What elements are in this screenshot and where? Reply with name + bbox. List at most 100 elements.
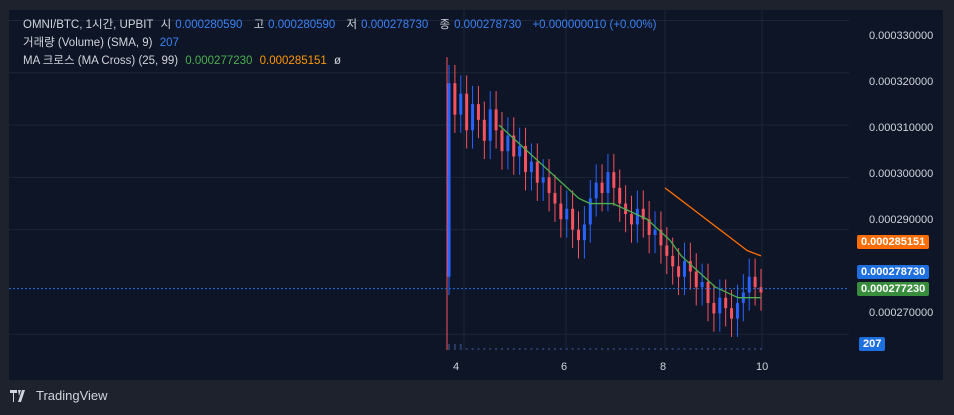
- ma-legend[interactable]: MA 크로스 (MA Cross) (25, 99) 0.000277230 0…: [23, 52, 345, 68]
- volume-bar: [754, 348, 757, 350]
- close-value: 0.000278730: [454, 19, 522, 31]
- candle-body: [653, 229, 657, 235]
- volume-legend[interactable]: 거래량 (Volume) (SMA, 9) 207: [23, 34, 183, 50]
- candle-body: [512, 135, 516, 157]
- candle-body: [671, 255, 675, 267]
- volume-bar: [465, 348, 468, 350]
- ma-extra-glyph: ø: [334, 55, 342, 67]
- volume-bar: [524, 348, 527, 350]
- high-label: 고: [253, 19, 265, 31]
- volume-bar: [536, 348, 539, 350]
- volume-bar: [559, 348, 562, 350]
- candle-body: [476, 104, 480, 120]
- volume-bar: [648, 348, 651, 350]
- candle-body: [459, 93, 463, 115]
- candle-body: [753, 276, 757, 288]
- last-price-tag: 0.000278730: [857, 265, 930, 279]
- volume-bar: [683, 348, 686, 350]
- ma-legend-label: MA 크로스 (MA Cross) (25, 99): [23, 55, 179, 67]
- candle-body: [641, 208, 645, 220]
- candle-body: [518, 146, 522, 157]
- volume-bar: [612, 348, 615, 350]
- volume-bars: [448, 344, 762, 350]
- volume-bar: [483, 348, 486, 350]
- price-chart[interactable]: [9, 10, 943, 380]
- candle-body: [488, 109, 492, 141]
- volume-bar: [689, 348, 692, 350]
- candle-body: [629, 214, 633, 225]
- volume-bar: [571, 348, 574, 350]
- time-tick: 8: [660, 361, 667, 373]
- volume-bar: [471, 348, 474, 350]
- candle-body: [618, 187, 622, 204]
- candle-body: [706, 282, 710, 303]
- volume-bar: [530, 348, 533, 350]
- volume-bar: [742, 348, 745, 350]
- volume-bar: [606, 348, 609, 350]
- volume-bar: [677, 348, 680, 350]
- open-value: 0.000280590: [175, 19, 243, 31]
- candle-body: [612, 172, 616, 188]
- candle-body: [724, 297, 728, 309]
- volume-bar: [730, 348, 733, 350]
- candle-body: [500, 130, 504, 152]
- candle-body: [547, 177, 551, 194]
- price-tick: 0.000330000: [869, 30, 934, 42]
- volume-bar: [477, 348, 480, 350]
- candle-body: [535, 161, 539, 183]
- candle-body: [694, 271, 698, 288]
- candle-body: [647, 219, 651, 235]
- brand-name: TradingView: [36, 388, 108, 403]
- chart-frame[interactable]: OMNI/BTC, 1시간, UPBIT 시 0.000280590 고 0.000…: [9, 10, 943, 380]
- candle-body: [524, 146, 528, 173]
- volume-bar: [583, 348, 586, 350]
- high-value: 0.000280590: [268, 19, 336, 31]
- volume-bar: [712, 348, 715, 350]
- volume-bar: [589, 348, 592, 350]
- low-label: 저: [346, 19, 358, 31]
- candle-body: [635, 208, 639, 225]
- volume-bar: [748, 348, 751, 350]
- price-tick: 0.000320000: [869, 76, 934, 88]
- volume-legend-label: 거래량 (Volume) (SMA, 9): [23, 37, 153, 49]
- ma-fast-price-tag: 0.000277230: [857, 282, 930, 296]
- candle-body: [735, 302, 739, 319]
- volume-bar: [448, 344, 450, 350]
- price-tick: 0.000290000: [869, 214, 934, 226]
- ma-slow-line: [664, 187, 762, 257]
- low-value: 0.000278730: [361, 19, 429, 31]
- grid: [9, 10, 849, 350]
- candle-body: [659, 229, 663, 246]
- volume-bar: [506, 348, 509, 350]
- volume-bar: [618, 348, 621, 350]
- time-tick: 6: [561, 361, 568, 373]
- volume-bar: [512, 348, 515, 350]
- brand-footer[interactable]: TradingView: [10, 388, 108, 403]
- volume-bar: [718, 348, 721, 350]
- ma-slow-price-tag: 0.000285151: [857, 235, 930, 249]
- time-tick: 4: [453, 361, 460, 373]
- volume-bar: [459, 344, 462, 350]
- volume-bar: [489, 348, 492, 350]
- candle-body: [577, 229, 581, 241]
- ma-fast-line: [498, 124, 761, 299]
- volume-bar: [500, 348, 503, 350]
- volume-bar: [601, 348, 604, 350]
- volume-bar: [553, 348, 556, 350]
- price-tick: 0.000300000: [869, 168, 934, 180]
- ma-slow-value: 0.000285151: [259, 55, 327, 67]
- candle-body: [465, 93, 469, 131]
- candle-body: [688, 261, 692, 272]
- candle-body: [759, 287, 763, 293]
- candle-body: [700, 282, 704, 288]
- candle-body: [506, 135, 510, 152]
- volume-bar: [736, 348, 739, 350]
- volume-bar: [654, 348, 657, 350]
- price-tick: 0.000270000: [869, 307, 934, 319]
- candles: [446, 57, 763, 350]
- candle-body: [606, 172, 610, 194]
- volume-bar: [671, 348, 674, 350]
- open-label: 시: [160, 19, 172, 31]
- candle-body: [600, 182, 604, 194]
- candle-body: [747, 276, 751, 293]
